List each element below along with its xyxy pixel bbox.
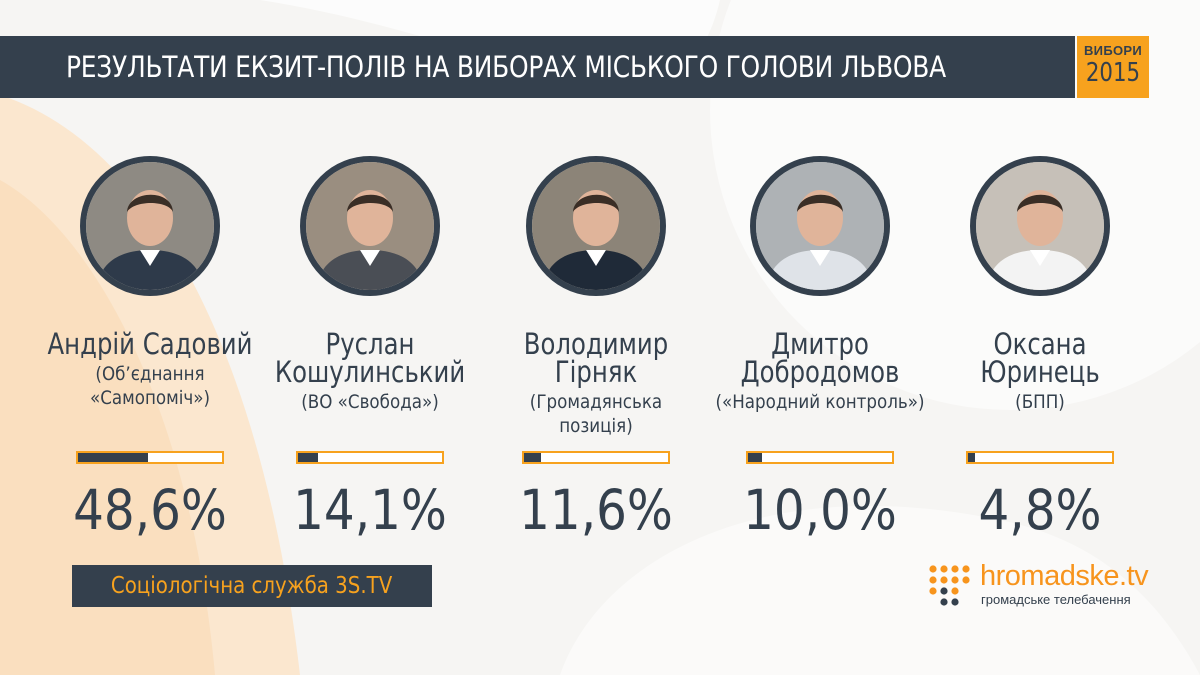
hromadske-dots-logo-icon bbox=[929, 565, 970, 606]
result-bar-fill bbox=[748, 453, 762, 462]
title-bar: РЕЗУЛЬТАТИ ЕКЗИТ-ПОЛІВ НА ВИБОРАХ МІСЬКО… bbox=[0, 36, 1075, 98]
result-bar-track bbox=[746, 451, 894, 464]
result-bar-fill bbox=[298, 453, 318, 462]
portrait-icon bbox=[532, 162, 660, 290]
logo-word-main: hromadske bbox=[980, 560, 1119, 592]
candidate-party-line: (Об’єднання bbox=[95, 363, 205, 385]
candidate-party: («Народний контроль») bbox=[706, 390, 935, 414]
candidate-party: (Громадянська позиція) bbox=[482, 390, 711, 438]
candidate-name-line: Руслан bbox=[325, 327, 415, 361]
result-bar-track bbox=[296, 451, 444, 464]
result-percent-label: 11,6% bbox=[519, 478, 673, 542]
candidate-name-line: Юринець bbox=[980, 355, 1100, 389]
candidate-party-line: (Громадянська bbox=[529, 391, 663, 413]
badge-label: ВИБОРИ bbox=[1083, 43, 1142, 58]
hromadske-logo[interactable]: hromadske.tv громадське телебачення bbox=[928, 560, 1158, 610]
candidate-photo bbox=[300, 156, 440, 296]
candidate-name-line: Дмитро bbox=[771, 327, 869, 361]
logo-wordmark: hromadske.tv bbox=[980, 560, 1149, 593]
candidate-photo bbox=[970, 156, 1110, 296]
candidate-party-line: «Самопоміч») bbox=[89, 387, 211, 409]
result-bar-fill bbox=[524, 453, 541, 462]
candidate-column: Володимир Гірняк (Громадянська позиція) 11,6… bbox=[486, 0, 706, 560]
candidate-party-line: (БПП) bbox=[1015, 391, 1065, 413]
result-bar-track bbox=[522, 451, 670, 464]
result-bar-fill bbox=[78, 453, 148, 462]
candidate-column: Дмитро Добродомов («Народний контроль») 10,… bbox=[710, 0, 930, 560]
candidate-name-line: Андрій Садовий bbox=[47, 327, 253, 361]
candidate-name: Оксана Юринець bbox=[931, 327, 1149, 389]
result-bar-track bbox=[966, 451, 1114, 464]
badge-year: 2015 bbox=[1085, 58, 1141, 88]
candidate-party: (Об’єднання «Самопоміч») bbox=[36, 362, 265, 410]
candidate-photo bbox=[526, 156, 666, 296]
candidate-photo bbox=[750, 156, 890, 296]
result-percent-label: 14,1% bbox=[293, 478, 447, 542]
candidate-party-line: позиція) bbox=[559, 415, 633, 437]
logo-subtitle: громадське телебачення bbox=[981, 592, 1131, 607]
candidate-column: Оксана Юринець (БПП) 4,8% bbox=[930, 0, 1150, 560]
portrait-icon bbox=[306, 162, 434, 290]
result-bar-track bbox=[76, 451, 224, 464]
logo-word-tv: .tv bbox=[1118, 560, 1149, 592]
portrait-icon bbox=[976, 162, 1104, 290]
candidate-name: Володимир Гірняк bbox=[487, 327, 705, 389]
candidate-party: (ВО «Свобода») bbox=[256, 390, 485, 414]
candidate-name-line: Кошулинський bbox=[274, 355, 466, 389]
election-year-badge: ВИБОРИ 2015 bbox=[1077, 36, 1149, 98]
page-title: РЕЗУЛЬТАТИ ЕКЗИТ-ПОЛІВ НА ВИБОРАХ МІСЬКО… bbox=[66, 50, 946, 84]
candidate-party-line: («Народний контроль») bbox=[715, 391, 925, 413]
candidate-column: Руслан Кошулинський (ВО «Свобода») 14,1% bbox=[260, 0, 480, 560]
source-text: Соціологічна служба 3S.TV bbox=[111, 573, 393, 599]
candidate-name-line: Володимир bbox=[523, 327, 669, 361]
candidate-name-line: Добродомов bbox=[740, 355, 900, 389]
candidate-name: Руслан Кошулинський bbox=[261, 327, 479, 389]
candidate-column: Андрій Садовий (Об’єднання «Самопоміч») 48,… bbox=[40, 0, 260, 560]
result-percent-label: 48,6% bbox=[73, 478, 227, 542]
portrait-icon bbox=[756, 162, 884, 290]
candidate-photo bbox=[80, 156, 220, 296]
result-bar-fill bbox=[968, 453, 975, 462]
candidate-name: Андрій Садовий bbox=[41, 327, 259, 361]
candidate-name: Дмитро Добродомов bbox=[711, 327, 929, 389]
candidate-name-line: Оксана bbox=[993, 327, 1087, 361]
candidate-name-line: Гірняк bbox=[554, 355, 638, 389]
portrait-icon bbox=[86, 162, 214, 290]
candidate-party: (БПП) bbox=[926, 390, 1155, 414]
result-percent-label: 10,0% bbox=[743, 478, 897, 542]
candidate-party-line: (ВО «Свобода») bbox=[301, 391, 439, 413]
source-label: Соціологічна служба 3S.TV bbox=[72, 565, 432, 607]
result-percent-label: 4,8% bbox=[978, 478, 1102, 542]
